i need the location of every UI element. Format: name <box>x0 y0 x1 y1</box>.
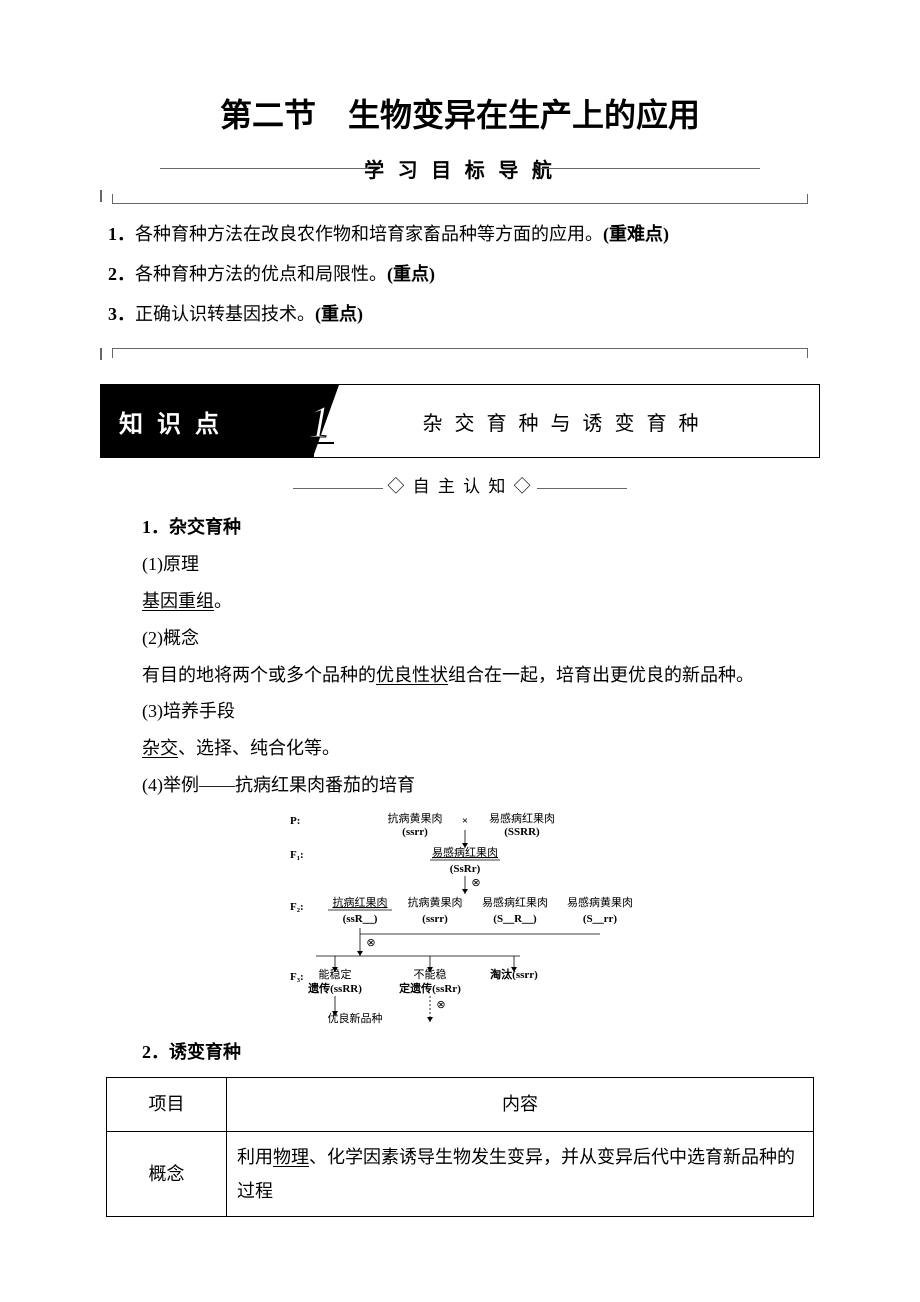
table-header-row: 项目 内容 <box>107 1078 814 1132</box>
para-body: 有目的地将两个或多个品种的优良性状组合在一起，培育出更优良的新品种。 <box>106 657 814 694</box>
svg-text:抗病黄果肉: 抗病黄果肉 <box>408 895 463 909</box>
objective-text: 各种育种方法的优点和局限性。 <box>135 264 387 284</box>
svg-text:不能稳: 不能稳 <box>414 967 447 981</box>
para-label: (2)概念 <box>106 620 814 657</box>
objective-num: 1． <box>108 224 135 244</box>
objective-item: 2．各种育种方法的优点和局限性。(重点) <box>108 256 812 292</box>
svg-text:易感病红果肉: 易感病红果肉 <box>432 845 498 859</box>
bracket-top <box>100 190 820 204</box>
objective-num: 3． <box>108 304 135 324</box>
svg-text:遗传(ssRR): 遗传(ssRR) <box>307 981 362 995</box>
svg-text:抗病红果肉: 抗病红果肉 <box>333 895 388 909</box>
svg-text:(ssR＿): (ssR＿) <box>343 913 378 925</box>
svg-text:⊗: ⊗ <box>366 937 375 949</box>
svg-text:定遗传(ssRr): 定遗传(ssRr) <box>399 981 461 995</box>
para-post: 组合在一起，培育出更优良的新品种。 <box>448 665 754 685</box>
para-label: (1)原理 <box>106 546 814 583</box>
breeding-diagram: P:抗病黄果肉(ssrr)×易感病红果肉(SSRR)F₁:易感病红果肉(SsRr… <box>106 810 814 1032</box>
knowledge-point-tag: 知识点 <box>101 385 313 457</box>
table-row: 概念 利用物理、化学因素诱导生物发生变异，并从变异后代中选育新品种的过程 <box>107 1131 814 1216</box>
cell-post: 、化学因素诱导生物发生变异，并从变异后代中选育新品种的过程 <box>237 1147 795 1201</box>
svg-text:易感病黄果肉: 易感病黄果肉 <box>567 895 633 909</box>
objective-item: 3．正确认识转基因技术。(重点) <box>108 296 812 332</box>
svg-text:⊗: ⊗ <box>471 877 480 889</box>
objective-text: 各种育种方法在改良农作物和培育家畜品种等方面的应用。 <box>135 224 603 244</box>
kpoint-tag-text: 知识点 <box>119 404 233 439</box>
para-label: (3)培养手段 <box>106 693 814 730</box>
table-header: 内容 <box>227 1078 814 1132</box>
svg-text:优良新品种: 优良新品种 <box>328 1011 383 1025</box>
para-body: 杂交、选择、纯合化等。 <box>106 730 814 767</box>
svg-text:易感病红果肉: 易感病红果肉 <box>482 895 548 909</box>
cell-pre: 利用 <box>237 1147 273 1167</box>
para-body: 基因重组。 <box>106 583 814 620</box>
knowledge-point-title: 杂交育种与诱变育种 <box>313 385 819 457</box>
svg-text:×: × <box>462 815 468 827</box>
objective-text: 正确认识转基因技术。 <box>135 304 315 324</box>
underlined-term: 物理 <box>273 1147 309 1167</box>
objective-item: 1．各种育种方法在改良农作物和培育家畜品种等方面的应用。(重难点) <box>108 216 812 252</box>
table-header: 项目 <box>107 1078 227 1132</box>
svg-text:⊗: ⊗ <box>436 999 445 1011</box>
para-post: 、选择、纯合化等。 <box>178 738 340 758</box>
nav-banner: 学 习 目 标 导 航 <box>100 154 820 184</box>
self-learn-banner: ◇ 自 主 认 知 ◇ <box>100 472 820 497</box>
svg-text:F₁:: F₁: <box>290 849 304 861</box>
underlined-term: 杂交 <box>142 738 178 758</box>
table-cell-content: 利用物理、化学因素诱导生物发生变异，并从变异后代中选育新品种的过程 <box>227 1131 814 1216</box>
knowledge-point-number-icon: 1 <box>289 391 343 451</box>
objective-tag: (重点) <box>387 264 435 284</box>
objective-num: 2． <box>108 264 135 284</box>
nav-label: 学 习 目 标 导 航 <box>364 154 556 183</box>
underlined-term: 优良性状 <box>376 665 448 685</box>
para-suffix: 。 <box>214 591 232 611</box>
knowledge-point-box: 知识点 1 杂交育种与诱变育种 <box>100 384 820 458</box>
svg-text:P:: P: <box>290 815 300 827</box>
svg-text:抗病黄果肉: 抗病黄果肉 <box>388 811 443 825</box>
svg-text:(S＿rr): (S＿rr) <box>583 913 618 925</box>
page-title: 第二节 生物变异在生产上的应用 <box>100 90 820 136</box>
svg-text:(ssrr): (ssrr) <box>422 913 448 925</box>
svg-text:(ssrr): (ssrr) <box>402 826 428 838</box>
objectives-list: 1．各种育种方法在改良农作物和培育家畜品种等方面的应用。(重难点) 2．各种育种… <box>100 204 820 348</box>
table-cell-label: 概念 <box>107 1131 227 1216</box>
section-heading: 2．诱变育种 <box>106 1034 814 1071</box>
mutation-breeding-table: 项目 内容 概念 利用物理、化学因素诱导生物发生变异，并从变异后代中选育新品种的… <box>106 1077 814 1217</box>
svg-text:(SsRr): (SsRr) <box>450 863 481 875</box>
svg-text:F₂:: F₂: <box>290 901 304 913</box>
svg-text:能稳定: 能稳定 <box>319 967 352 981</box>
objective-tag: (重难点) <box>603 224 669 244</box>
svg-text:1: 1 <box>308 396 331 447</box>
svg-text:(S＿R＿): (S＿R＿) <box>493 913 537 925</box>
svg-text:(SSRR): (SSRR) <box>504 826 540 838</box>
objective-tag: (重点) <box>315 304 363 324</box>
section-heading: 1．杂交育种 <box>106 509 814 546</box>
svg-text:F₃:: F₃: <box>290 971 304 983</box>
para-label: (4)举例——抗病红果肉番茄的培育 <box>106 767 814 804</box>
para-pre: 有目的地将两个或多个品种的 <box>142 665 376 685</box>
breeding-diagram-svg: P:抗病黄果肉(ssrr)×易感病红果肉(SSRR)F₁:易感病红果肉(SsRr… <box>260 810 660 1032</box>
svg-text:淘汰(ssrr): 淘汰(ssrr) <box>490 967 538 981</box>
svg-text:易感病红果肉: 易感病红果肉 <box>489 811 555 825</box>
underlined-term: 基因重组 <box>142 591 214 611</box>
bracket-bottom <box>100 348 820 362</box>
content-body: 1．杂交育种 (1)原理 基因重组。 (2)概念 有目的地将两个或多个品种的优良… <box>100 509 820 1217</box>
